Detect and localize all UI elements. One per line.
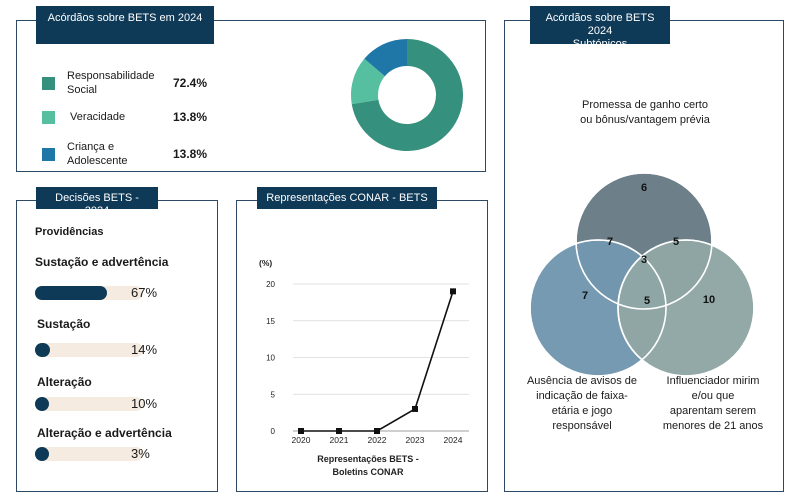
progress-fill [35, 343, 51, 357]
x-tick-label: 2022 [368, 435, 387, 445]
decision-label: Alteração e advertência [37, 426, 172, 440]
decision-pct: 67% [131, 285, 158, 300]
progress-fill [35, 397, 49, 411]
legend-pct: 13.8% [173, 110, 208, 124]
legend-swatch [42, 76, 55, 90]
decisoes-panel: Providências Sustação e advertência 67% … [16, 200, 218, 492]
venn-count: 7 [582, 290, 588, 302]
venn-circle-outline [617, 239, 755, 377]
x-tick-label: 2021 [330, 435, 349, 445]
x-tick-label: 2024 [444, 435, 463, 445]
legend-label: Veracidade [67, 111, 126, 123]
venn-circle-outline [575, 172, 713, 310]
donut-slice [351, 58, 385, 105]
subtopicos-title-line: Subtópicos [572, 38, 628, 50]
legend-swatch [42, 110, 55, 124]
venn-top-label-line: Promessa de ganho certo [582, 99, 708, 111]
progress-fill [35, 286, 108, 300]
series-line [301, 291, 454, 432]
venn-left-label-line: Ausência de avisos de [526, 375, 638, 387]
providencias-heading: Providências [35, 226, 104, 238]
venn-left-label-line: indicação de faixa- [536, 390, 628, 402]
y-tick-label: 15 [266, 317, 275, 326]
decision-label: Sustação [37, 317, 91, 331]
x-tick-label: 2020 [292, 435, 311, 445]
venn-diagram: 6 7 10 7 5 5 3 [529, 172, 755, 377]
data-point [336, 428, 342, 434]
x-axis-label: Representações BETS - [317, 454, 419, 464]
legend-item-responsabilidade: Responsabilidade Social 72.4% [42, 69, 207, 97]
venn-count: 10 [703, 294, 715, 306]
decision-label: Alteração [37, 375, 92, 389]
venn-left-label: Ausência de avisos de indicação de faixa… [517, 374, 647, 434]
venn-right-label-line: aparentam serem [669, 405, 757, 417]
legend-pct: 72.4% [173, 76, 208, 90]
subtopicos-title-line: Acórdãos sobre BETS 2024 [545, 12, 655, 37]
decision-label: Sustação e advertência [35, 255, 169, 269]
decision-pct: 3% [131, 446, 150, 461]
venn-right-label-line: e/ou que [691, 390, 735, 402]
donut-chart [351, 39, 463, 151]
venn-right-label: Influenciador mirim e/ou que aparentam s… [653, 374, 773, 434]
legend-item-veracidade: Veracidade 13.8% [42, 110, 207, 124]
venn-count: 6 [641, 182, 647, 194]
venn-count: 5 [673, 236, 679, 248]
decision-pct: 10% [131, 396, 158, 411]
venn-right-label-line: menores de 21 anos [662, 420, 764, 432]
y-axis-label: (%) [259, 258, 272, 268]
representacoes-panel-title: Representações CONAR - BETS [257, 187, 437, 209]
venn-left-label-line: responsável [552, 420, 612, 432]
progress-track [35, 447, 143, 461]
representacoes-panel: 0 5 10 15 20 (%) 2020 2021 2022 2023 2024 Represent… [236, 200, 488, 492]
venn-top-label-line: ou bônus/vantagem prévia [580, 114, 710, 126]
venn-count: 3 [641, 254, 647, 266]
decisoes-panel-title: Decisões BETS - 2024 [36, 187, 158, 217]
donut-slice [351, 39, 463, 151]
line-chart: 0 5 10 15 20 (%) 2020 2021 2022 2023 2024 Represent… [259, 258, 469, 477]
legend-label: Criança e Adolescente [67, 141, 128, 167]
legend-item-crianca: Criança e Adolescente 13.8% [42, 140, 207, 168]
data-point [298, 428, 304, 434]
data-point [450, 288, 456, 295]
acordaos-panel: Responsabilidade Social 72.4% Veracidade… [16, 20, 486, 172]
venn-top-label: Promessa de ganho certo ou bônus/vantage… [545, 98, 745, 128]
decision-pct: 14% [131, 342, 158, 357]
data-point [412, 405, 418, 412]
progress-track [35, 343, 143, 357]
donut-slice [364, 39, 407, 77]
y-tick-label: 0 [271, 427, 276, 436]
venn-left-label-line: etária e jogo [551, 405, 613, 417]
y-tick-label: 20 [266, 280, 275, 289]
venn-circle-outline [529, 239, 667, 377]
legend-label: Responsabilidade Social [67, 70, 155, 96]
subtopicos-panel: 6 7 10 7 5 5 3 Promessa de ganho certo ou bônu… [504, 20, 784, 492]
venn-count: 7 [607, 236, 613, 248]
y-tick-label: 10 [266, 354, 275, 363]
y-tick-label: 5 [271, 390, 276, 399]
subtopicos-panel-title: Acórdãos sobre BETS 2024 Subtópicos [530, 6, 670, 50]
data-point [374, 428, 380, 434]
progress-track [35, 286, 143, 300]
x-axis-label: Boletins CONAR [332, 467, 404, 477]
legend-pct: 13.8% [173, 147, 208, 161]
acordaos-panel-title: Acórdãos sobre BETS em 2024 [36, 6, 214, 44]
legend-swatch [42, 147, 55, 161]
progress-track [35, 397, 143, 411]
x-tick-label: 2023 [406, 435, 425, 445]
venn-right-label-line: Influenciador mirim [666, 375, 760, 387]
venn-count: 5 [644, 295, 650, 307]
progress-fill [35, 447, 49, 461]
